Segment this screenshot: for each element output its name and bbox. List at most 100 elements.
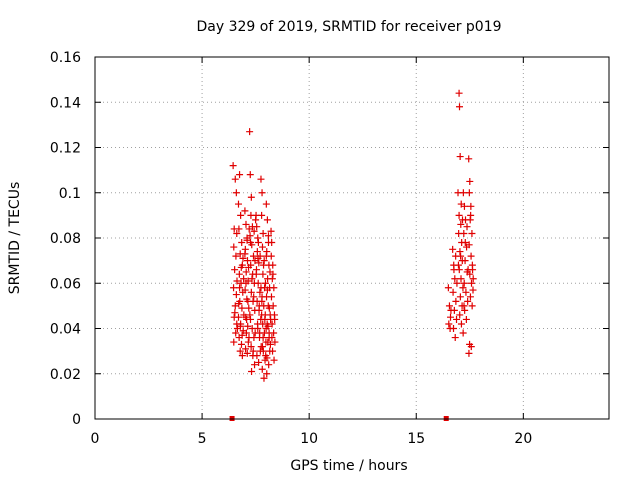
x-axis-label: GPS time / hours bbox=[290, 458, 407, 474]
data-point bbox=[241, 250, 249, 258]
data-point bbox=[233, 277, 241, 285]
data-point bbox=[456, 248, 464, 256]
data-point bbox=[242, 329, 250, 337]
data-point bbox=[457, 320, 465, 328]
data-point bbox=[255, 358, 263, 366]
data-point bbox=[258, 211, 266, 219]
x-tick-label: 5 bbox=[198, 431, 207, 447]
x-tick-label: 15 bbox=[407, 431, 425, 447]
data-point bbox=[269, 270, 277, 278]
data-point bbox=[240, 275, 248, 283]
data-point bbox=[455, 266, 463, 274]
data-point bbox=[238, 304, 246, 312]
data-point bbox=[467, 343, 475, 351]
data-point bbox=[237, 211, 245, 219]
data-point bbox=[239, 254, 247, 262]
data-point bbox=[459, 189, 467, 197]
plot-frame bbox=[94, 56, 610, 420]
y-tick-label: 0.02 bbox=[50, 367, 81, 383]
data-point bbox=[255, 259, 263, 267]
data-point bbox=[230, 243, 238, 251]
data-point bbox=[232, 291, 240, 299]
data-point bbox=[453, 279, 461, 287]
data-point bbox=[259, 334, 267, 342]
data-point bbox=[246, 171, 254, 179]
data-point bbox=[235, 300, 243, 308]
data-point bbox=[254, 239, 262, 247]
data-point bbox=[465, 241, 473, 249]
data-point bbox=[233, 229, 241, 237]
data-point bbox=[457, 275, 465, 283]
data-point bbox=[450, 325, 458, 332]
data-point bbox=[455, 211, 463, 219]
data-point bbox=[251, 361, 259, 369]
data-point bbox=[268, 239, 276, 247]
data-point bbox=[242, 268, 250, 276]
data-point bbox=[449, 245, 457, 253]
x-axis-ticks: 0 5 10 15 20 bbox=[91, 57, 532, 447]
data-point bbox=[262, 200, 270, 208]
data-point bbox=[238, 331, 246, 339]
data-point bbox=[271, 338, 279, 346]
data-point bbox=[461, 239, 469, 247]
x-tick-label: 10 bbox=[300, 431, 318, 447]
data-point bbox=[461, 306, 469, 314]
data-point bbox=[469, 275, 477, 283]
data-point bbox=[238, 352, 246, 360]
data-point bbox=[268, 334, 276, 342]
data-point bbox=[252, 266, 260, 274]
data-point bbox=[238, 239, 246, 247]
data-point bbox=[466, 270, 474, 278]
data-point bbox=[450, 306, 458, 314]
chart-title: Day 329 of 2019, SRMTID for receiver p01… bbox=[196, 19, 501, 35]
data-point bbox=[267, 293, 275, 301]
data-point bbox=[257, 175, 265, 183]
data-point bbox=[468, 302, 476, 310]
data-point bbox=[468, 279, 476, 287]
y-tick-label: 0.1 bbox=[59, 186, 81, 202]
data-point bbox=[461, 257, 469, 265]
data-point bbox=[245, 304, 253, 312]
data-point bbox=[258, 189, 266, 197]
data-point bbox=[263, 370, 271, 378]
y-tick-label: 0.16 bbox=[50, 50, 81, 66]
data-point bbox=[253, 352, 261, 360]
data-point bbox=[237, 263, 245, 271]
data-point bbox=[453, 315, 461, 323]
data-point bbox=[232, 329, 240, 337]
data-point bbox=[452, 297, 460, 305]
data-point bbox=[258, 365, 266, 373]
data-point bbox=[249, 252, 257, 260]
data-point bbox=[253, 248, 261, 256]
data-point bbox=[460, 302, 468, 310]
y-tick-label: 0.12 bbox=[50, 141, 81, 157]
y-axis-label: SRMTID / TECUs bbox=[7, 182, 23, 295]
data-point bbox=[460, 279, 468, 287]
data-point bbox=[259, 270, 267, 278]
data-point bbox=[230, 284, 238, 292]
data-point bbox=[271, 315, 279, 323]
data-point bbox=[459, 329, 467, 337]
data-point bbox=[246, 128, 254, 136]
data-point bbox=[270, 356, 278, 364]
data-point bbox=[457, 220, 465, 228]
data-point bbox=[234, 200, 242, 208]
data-point bbox=[263, 286, 271, 294]
data-point bbox=[254, 254, 262, 262]
data-point bbox=[246, 232, 254, 240]
data-point bbox=[259, 229, 267, 237]
data-point bbox=[267, 252, 275, 260]
data-point bbox=[258, 343, 266, 351]
data-point bbox=[254, 279, 262, 287]
data-point bbox=[460, 229, 468, 237]
data-point bbox=[247, 193, 255, 201]
data-point bbox=[270, 329, 278, 337]
data-point bbox=[466, 177, 474, 185]
data-point bbox=[258, 297, 266, 305]
data-point bbox=[243, 349, 251, 357]
data-point bbox=[462, 315, 470, 323]
data-point bbox=[232, 189, 240, 197]
data-point bbox=[260, 257, 268, 265]
data-point bbox=[258, 243, 266, 251]
data-point bbox=[447, 313, 455, 321]
